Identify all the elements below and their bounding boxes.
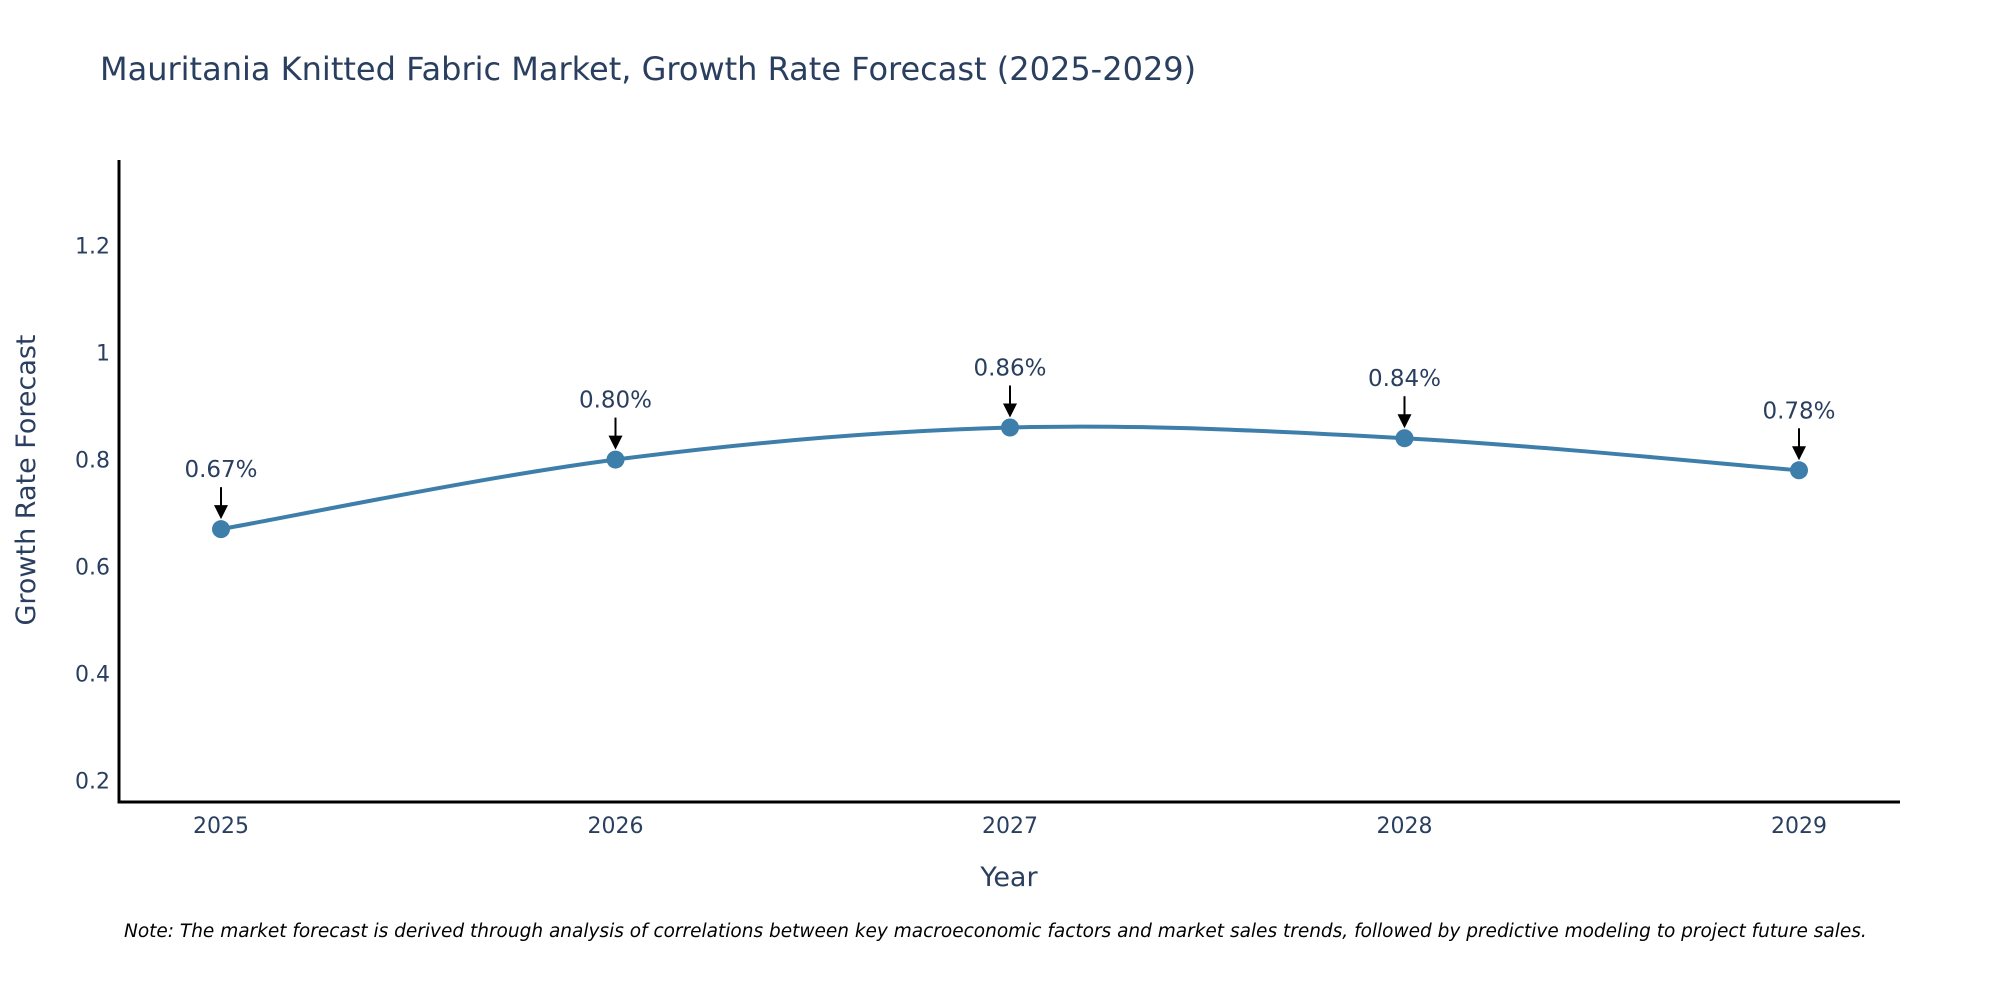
x-tick-label: 2026 (588, 814, 644, 839)
x-tick-label: 2029 (1771, 814, 1827, 839)
data-point (606, 450, 625, 469)
series-markers (212, 418, 1808, 539)
data-label: 0.86% (973, 356, 1046, 382)
data-point (1395, 429, 1414, 448)
y-axis-title: Growth Rate Forecast (11, 334, 42, 625)
x-tick-label: 2025 (193, 814, 249, 839)
y-tick-label: 0.6 (75, 556, 110, 581)
y-tick-label: 0.4 (75, 663, 110, 688)
annotation-arrow-head (1397, 414, 1412, 429)
annotation-arrow-head (608, 435, 623, 450)
y-tick-label: 1 (96, 342, 110, 367)
data-label: 0.84% (1368, 366, 1441, 392)
y-tick-label: 0.8 (75, 449, 110, 474)
x-tick-label: 2027 (982, 814, 1038, 839)
annotation-arrow-head (214, 505, 228, 520)
x-axis-title: Year (979, 862, 1038, 893)
data-point (1001, 418, 1019, 437)
data-point (1790, 461, 1808, 480)
x-axis-ticks: 2025 2026 2027 2028 2029 (193, 814, 1827, 839)
data-label: 0.78% (1762, 398, 1835, 424)
chart-title: Mauritania Knitted Fabric Market, Growth… (100, 50, 1196, 88)
y-axis-ticks: 0.2 0.4 0.6 0.8 1 1.2 (75, 235, 110, 795)
data-label: 0.80% (579, 388, 652, 414)
data-point (212, 520, 230, 539)
data-label-annotations: 0.67% 0.80% 0.86% 0.84% 0.78% (184, 356, 1836, 520)
y-tick-label: 1.2 (75, 235, 110, 260)
x-tick-label: 2028 (1377, 814, 1433, 839)
y-tick-label: 0.2 (75, 770, 110, 795)
annotation-arrow-head (1792, 446, 1806, 461)
data-label: 0.67% (184, 457, 257, 483)
footnote: Note: The market forecast is derived thr… (124, 921, 1867, 942)
series-line (220, 424, 1800, 532)
annotation-arrow-head (1003, 403, 1017, 418)
